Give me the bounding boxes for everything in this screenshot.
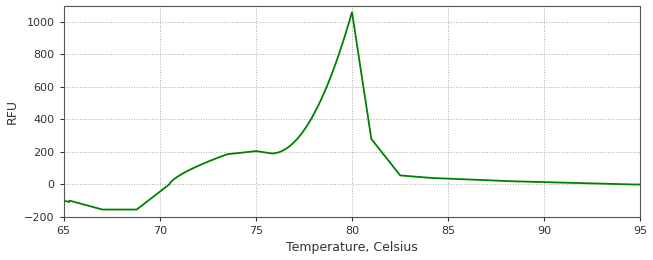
X-axis label: Temperature, Celsius: Temperature, Celsius [286, 242, 418, 255]
Y-axis label: RFU: RFU [6, 99, 18, 124]
